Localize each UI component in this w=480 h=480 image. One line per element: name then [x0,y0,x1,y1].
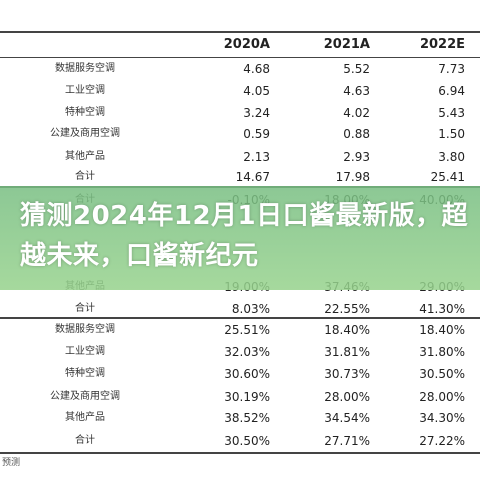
cell-value: 4.63 [343,84,370,98]
row-label: 工业空调 [65,346,105,357]
cell-value: 4.02 [343,106,370,120]
row-label: 合计 [75,435,95,446]
row-label: 特种空调 [65,368,105,379]
cell-value: 5.43 [438,106,465,120]
cell-value: 18.40% [324,323,370,337]
cell-value: 30.50% [419,367,465,381]
column-header: 2022E [419,37,465,52]
cell-value: 31.80% [419,345,465,359]
row-label: 合计 [75,171,95,182]
cell-value: 30.60% [224,367,270,381]
cell-value: 2.93 [343,150,370,164]
cell-value: 1.50 [438,127,465,141]
row-label: 其他产品 [65,412,105,423]
row-label: 合计 [75,303,95,314]
cell-value: 30.73% [324,367,370,381]
row-label: 公建及商用空调 [50,391,120,402]
cell-value: 34.30% [419,411,465,425]
cell-value: 32.03% [224,345,270,359]
column-header: 2021A [323,37,370,52]
row-label: 特种空调 [65,107,105,118]
cell-value: 5.52 [343,62,370,76]
cell-value: 25.51% [224,323,270,337]
cell-value: 4.05 [243,84,270,98]
cell-value: 0.88 [343,127,370,141]
row-label: 其他产品 [65,151,105,162]
banner-title: 猜测2024年12月1日口酱最新版，超越未来，口酱新纪元 [20,201,469,271]
rule [0,57,480,58]
cell-value: 0.59 [243,127,270,141]
cell-value: 27.22% [419,434,465,448]
cell-value: 4.68 [243,62,270,76]
footnote: 预测 [2,458,21,468]
cell-value: 41.30% [419,302,465,316]
cell-value: 25.41 [430,170,465,184]
cell-value: 27.71% [324,434,370,448]
cell-value: 14.67 [235,170,270,184]
cell-value: 2.13 [243,150,270,164]
cell-value: 28.00% [419,390,465,404]
rule [0,31,480,33]
cell-value: 18.40% [419,323,465,337]
cell-value: 7.73 [438,62,465,76]
row-label: 数据服务空调 [55,324,115,335]
cell-value: 3.24 [243,106,270,120]
cell-value: 8.03% [231,302,270,316]
row-label: 公建及商用空调 [50,128,120,139]
cell-value: 34.54% [324,411,370,425]
rule [0,317,480,319]
cell-value: 38.52% [224,411,270,425]
cell-value: 28.00% [324,390,370,404]
rule [0,452,480,454]
cell-value: 22.55% [324,302,370,316]
cell-value: 31.81% [324,345,370,359]
cell-value: 30.50% [224,434,270,448]
cell-value: 30.19% [224,390,270,404]
banner [0,186,480,290]
cell-value: 6.94 [438,84,465,98]
column-header: 2020A [223,37,270,52]
cell-value: 17.98 [335,170,370,184]
row-label: 工业空调 [65,85,105,96]
cell-value: 3.80 [438,150,465,164]
row-label: 数据服务空调 [55,63,115,74]
